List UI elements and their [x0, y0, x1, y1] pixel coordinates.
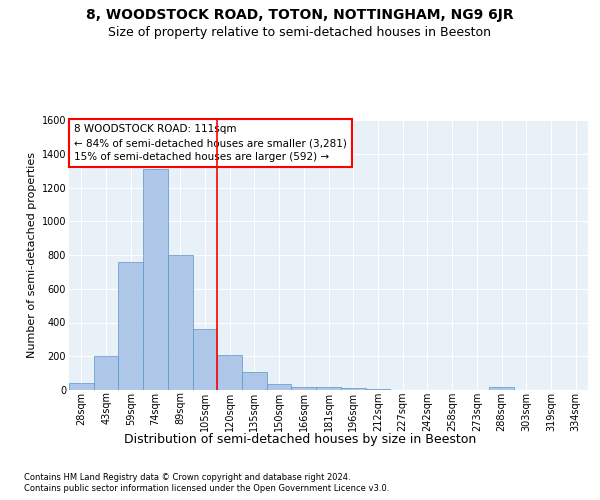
Bar: [267, 384, 292, 390]
Text: 8, WOODSTOCK ROAD, TOTON, NOTTINGHAM, NG9 6JR: 8, WOODSTOCK ROAD, TOTON, NOTTINGHAM, NG…: [86, 8, 514, 22]
Bar: [118, 262, 143, 390]
Bar: [217, 356, 242, 390]
Text: Distribution of semi-detached houses by size in Beeston: Distribution of semi-detached houses by …: [124, 432, 476, 446]
Bar: [94, 356, 118, 390]
Bar: [143, 169, 168, 390]
Bar: [365, 389, 390, 390]
Bar: [489, 386, 514, 390]
Text: Contains public sector information licensed under the Open Government Licence v3: Contains public sector information licen…: [24, 484, 389, 493]
Y-axis label: Number of semi-detached properties: Number of semi-detached properties: [28, 152, 37, 358]
Bar: [168, 255, 193, 390]
Bar: [69, 383, 94, 390]
Text: Size of property relative to semi-detached houses in Beeston: Size of property relative to semi-detach…: [109, 26, 491, 39]
Bar: [193, 329, 217, 390]
Bar: [242, 372, 267, 390]
Bar: [341, 388, 365, 390]
Bar: [292, 386, 316, 390]
Text: 8 WOODSTOCK ROAD: 111sqm
← 84% of semi-detached houses are smaller (3,281)
15% o: 8 WOODSTOCK ROAD: 111sqm ← 84% of semi-d…: [74, 124, 347, 162]
Bar: [316, 388, 341, 390]
Text: Contains HM Land Registry data © Crown copyright and database right 2024.: Contains HM Land Registry data © Crown c…: [24, 472, 350, 482]
